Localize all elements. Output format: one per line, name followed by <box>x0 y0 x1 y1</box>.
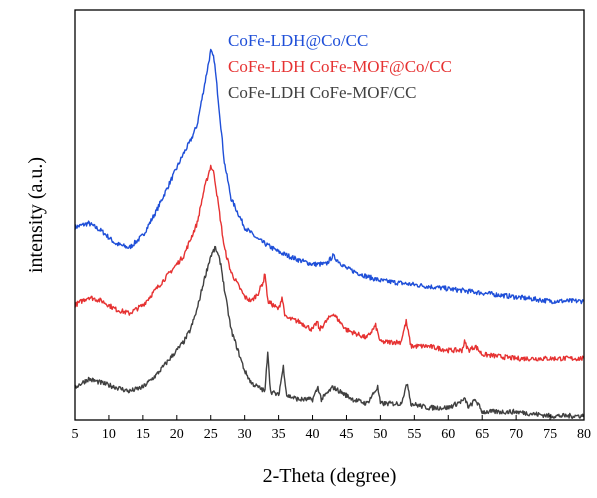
legend-entry-1: CoFe-LDH@Co/CC <box>228 31 368 50</box>
x-axis-title: 2-Theta (degree) <box>263 465 397 487</box>
y-axis-title: intensity (a.u.) <box>25 157 47 273</box>
x-tick-label: 5 <box>72 427 79 442</box>
x-tick-label: 30 <box>238 427 252 442</box>
x-tick-label: 15 <box>136 427 150 442</box>
x-tick-label: 55 <box>407 427 421 442</box>
x-tick-label: 50 <box>373 427 387 442</box>
legend-entry-2: CoFe-LDH CoFe-MOF@Co/CC <box>228 57 452 76</box>
x-tick-label: 25 <box>204 427 218 442</box>
series-line-1 <box>74 48 585 305</box>
plot-frame <box>74 9 585 421</box>
series-line-2 <box>74 164 585 362</box>
x-tick-label: 20 <box>170 427 184 442</box>
x-tick-label: 75 <box>543 427 557 442</box>
x-tick-label: 80 <box>577 427 591 442</box>
legend: CoFe-LDH@Co/CC CoFe-LDH CoFe-MOF@Co/CC CoF… <box>228 31 452 102</box>
x-tick-label: 70 <box>509 427 523 442</box>
series-line-3 <box>74 245 585 419</box>
x-tick-label: 40 <box>306 427 320 442</box>
legend-entry-3: CoFe-LDH CoFe-MOF/CC <box>228 83 416 102</box>
x-tick-label: 60 <box>441 427 455 442</box>
x-tick-label: 35 <box>272 427 286 442</box>
x-tick-label: 65 <box>475 427 489 442</box>
x-tick-label: 45 <box>339 427 353 442</box>
series-layer <box>74 48 585 419</box>
x-tick-label: 10 <box>102 427 116 442</box>
x-axis-ticks: 5 10 15 20 25 30 35 40 45 50 55 60 65 70 75 80 <box>72 415 591 442</box>
